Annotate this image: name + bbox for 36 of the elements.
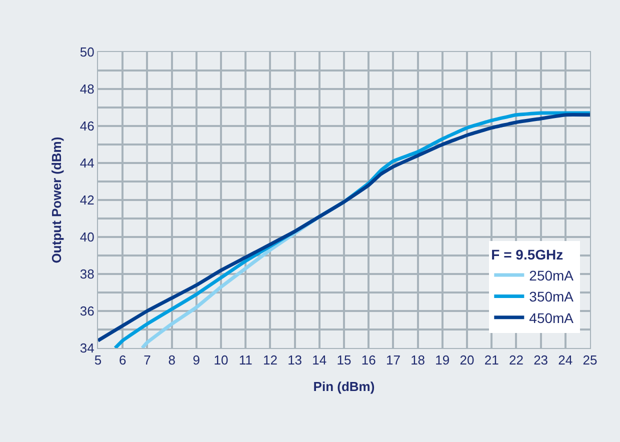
x-tick-label: 11	[238, 352, 252, 368]
x-tick-label: 8	[168, 352, 176, 368]
x-tick-label: 16	[361, 352, 376, 368]
y-tick-label: 44	[80, 156, 94, 171]
x-tick-label: 5	[94, 352, 102, 368]
x-tick-label: 13	[288, 352, 302, 368]
legend-label: 450mA	[529, 310, 574, 326]
x-tick-label: 10	[214, 352, 228, 368]
x-tick-label: 18	[410, 352, 426, 368]
x-tick-label: 6	[118, 352, 126, 368]
x-tick-label: 22	[508, 352, 524, 368]
x-tick-label: 14	[312, 352, 327, 368]
x-tick-label: 19	[435, 352, 450, 368]
legend-label: 350mA	[529, 288, 574, 305]
x-tick-label: 21	[484, 352, 499, 368]
x-tick-label: 20	[460, 352, 474, 368]
legend-label: 250mA	[529, 267, 574, 284]
x-tick-label: 12	[262, 352, 278, 368]
x-tick-label: 15	[336, 352, 352, 368]
y-tick-label: 40	[80, 230, 94, 245]
x-tick-label: 23	[534, 352, 548, 368]
y-tick-label: 46	[80, 118, 94, 134]
y-tick-label: 36	[80, 304, 94, 319]
x-tick-label: 17	[386, 352, 400, 368]
x-axis-title: Pin (dBm)	[313, 379, 375, 394]
x-tick-label: 9	[192, 352, 200, 368]
y-tick-label: 34	[80, 340, 94, 356]
y-tick-label: 50	[80, 44, 94, 60]
y-tick-label: 48	[80, 82, 94, 97]
y-tick-label: 42	[80, 192, 94, 208]
y-tick-label: 38	[80, 266, 94, 282]
legend-title: F = 9.5GHz	[491, 246, 564, 262]
x-tick-label: 7	[144, 352, 151, 368]
x-tick-label: 25	[582, 352, 598, 368]
y-axis-title: Output Power (dBm)	[48, 136, 64, 264]
x-tick-label: 24	[558, 352, 573, 368]
